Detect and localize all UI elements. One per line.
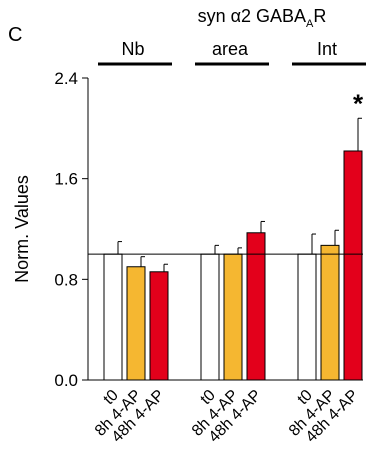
bar-g0-b2 <box>149 271 169 381</box>
bars: * <box>103 88 364 381</box>
y-tick-label-1: 0.8 <box>54 270 78 289</box>
bar-g2-b0 <box>297 253 317 381</box>
chart-title: syn α2 GABAAR <box>198 6 327 30</box>
y-tick-label-2: 1.6 <box>54 170 78 189</box>
group-header-1: area <box>212 39 249 59</box>
bar-g0-b0 <box>103 253 123 381</box>
bar-g1-b1 <box>223 253 243 381</box>
group-header-0: Nb <box>121 39 144 59</box>
significance-marker: * <box>353 88 364 118</box>
y-axis-label: Norm. Values <box>12 175 32 283</box>
y-axis: 0.0 0.8 1.6 2.4 <box>54 69 89 390</box>
y-tick-label-3: 2.4 <box>54 69 78 88</box>
bar-g2-b1 <box>320 244 340 381</box>
bar-g0-b1 <box>126 266 146 381</box>
y-tick-label-0: 0.0 <box>54 371 78 390</box>
chart-title-subscript: A <box>306 18 314 30</box>
chart-title-main: syn α2 GABA <box>198 6 306 26</box>
group-header-2: Int <box>317 39 337 59</box>
panel-label: C <box>8 24 22 46</box>
group-headers: Nb area Int <box>98 39 366 66</box>
chart-title-end: R <box>313 6 326 26</box>
bar-g2-b2 <box>343 150 363 381</box>
bar-g1-b2 <box>246 232 266 381</box>
bar-g1-b0 <box>200 253 220 381</box>
